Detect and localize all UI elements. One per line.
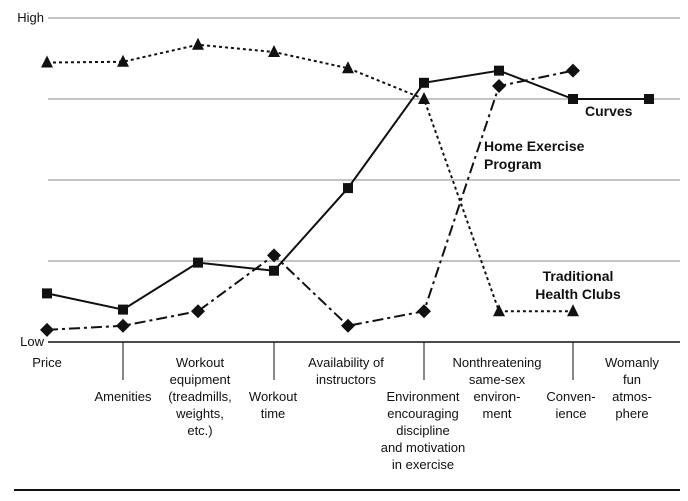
x-axis-category-label: Amenities: [94, 389, 152, 404]
y-axis-low-label: Low: [20, 334, 44, 349]
series-labels: Curves Home Exercise Program Traditional Hea…: [484, 103, 633, 302]
series-label: Traditional Health Clubs: [535, 268, 621, 302]
data-point-triangle: [268, 45, 280, 58]
data-point-square: [343, 183, 353, 194]
x-axis-category-label: Womanly fun atmos-phere: [605, 355, 659, 421]
data-point-triangle: [342, 61, 354, 74]
grid-lines: [48, 17, 680, 262]
series-markers: [40, 37, 654, 337]
x-axis-category-label: Conven-ience: [546, 389, 595, 421]
data-point-diamond: [566, 63, 580, 78]
data-point-diamond: [116, 318, 130, 333]
x-axis-category-label: Environment encouraging discipline and moti…: [381, 389, 466, 472]
data-point-square: [568, 94, 578, 104]
x-axis-category-label: Price: [32, 355, 62, 370]
x-axis-category-labels: Price Amenities Workout equipment (treadmill…: [32, 355, 659, 472]
data-point-diamond: [492, 79, 506, 94]
data-point-diamond: [191, 304, 205, 319]
series-label: Curves: [585, 103, 633, 119]
x-axis-category-label: Workout equipment (treadmills, weights, etc.…: [168, 355, 232, 438]
data-point-square: [494, 65, 504, 76]
series-label: Home Exercise Program: [484, 138, 585, 172]
data-point-square: [193, 257, 203, 268]
y-axis-high-label: High: [17, 10, 44, 25]
data-point-square: [419, 77, 429, 88]
data-point-triangle: [41, 55, 53, 68]
data-point-triangle: [418, 92, 430, 104]
data-point-diamond: [341, 318, 355, 333]
data-point-diamond: [267, 248, 281, 263]
x-axis-category-label: Availability of instructors: [308, 355, 384, 387]
x-axis-ticks: [122, 342, 574, 380]
data-point-triangle: [192, 37, 204, 50]
data-point-diamond: [40, 322, 54, 337]
data-point-triangle: [117, 54, 129, 67]
data-point-triangle: [567, 304, 579, 317]
data-point-square: [269, 265, 279, 276]
x-axis-category-label: Nonthreatening same-sex environ-ment: [453, 355, 542, 421]
x-axis-category-label: Workout time: [249, 389, 298, 421]
data-point-square: [644, 94, 654, 104]
data-point-square: [118, 304, 128, 315]
data-point-triangle: [493, 304, 505, 317]
data-point-diamond: [417, 304, 431, 319]
series-line: [46, 69, 574, 331]
data-point-square: [42, 288, 52, 299]
bottom-rule: [14, 489, 680, 491]
